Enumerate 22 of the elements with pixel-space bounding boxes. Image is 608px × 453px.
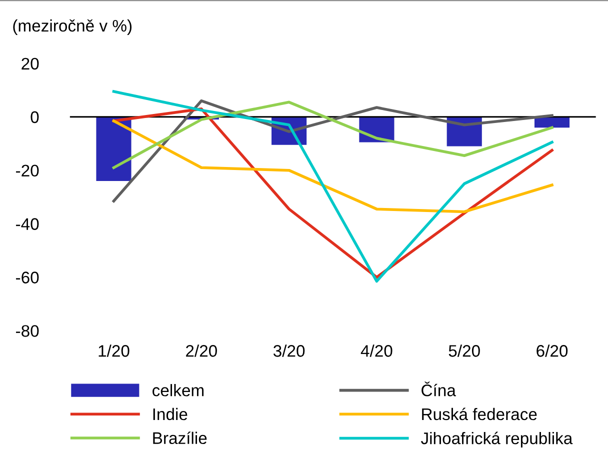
y-tick-label: -40 [16, 218, 39, 230]
legend-label: celkem [152, 384, 204, 396]
y-tick-label: 20 [22, 58, 39, 70]
y-tick-label: -60 [16, 272, 39, 284]
x-tick-label: 6/20 [536, 344, 568, 357]
legend-label: Ruská federace [422, 408, 537, 420]
x-tick-label: 1/20 [98, 344, 130, 357]
legend-label: Čína [422, 382, 456, 396]
line-series [112, 119, 554, 214]
line-series [112, 99, 554, 202]
legend-label: Jihoafrická republika [420, 432, 573, 448]
line-series [112, 100, 554, 170]
y-tick-label: 0 [30, 111, 39, 124]
y-tick-label: -20 [16, 164, 39, 177]
legend-label: Indie [153, 408, 188, 420]
x-tick-label: 5/20 [448, 344, 480, 357]
legend-label: Brazílie [153, 432, 207, 444]
x-tick-label: 4/20 [360, 344, 392, 357]
x-tick-label: 2/20 [186, 344, 217, 357]
x-tick-label: 3/20 [273, 344, 305, 357]
y-axis-title: (meziročně v %) [13, 19, 132, 35]
y-tick-label: -80 [16, 325, 39, 337]
